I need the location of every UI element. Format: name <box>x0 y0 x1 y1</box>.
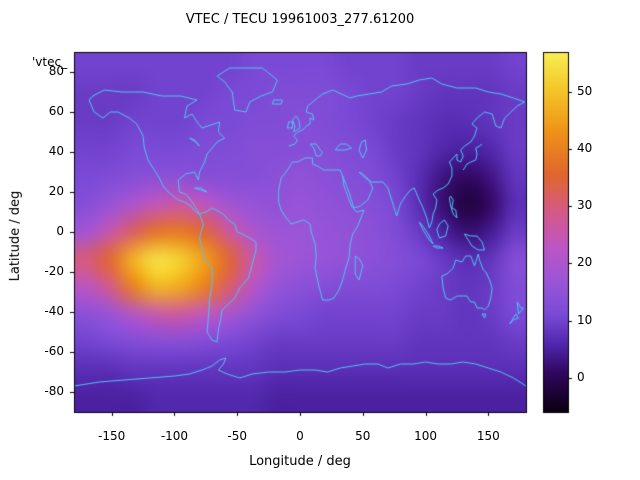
colorbar-tick-label: 0 <box>577 369 585 384</box>
x-tick-label: 100 <box>414 429 437 443</box>
y-tick-label: 60 <box>48 104 64 118</box>
colorbar-tick-label: 30 <box>577 198 593 213</box>
x-axis-label: Longitude / deg <box>249 454 351 469</box>
x-tick-label: 150 <box>476 429 500 443</box>
y-tick-label: -40 <box>44 304 64 318</box>
x-tick-label: -50 <box>227 429 248 443</box>
y-tick-label: -80 <box>44 384 64 398</box>
colorbar-tick-label: 20 <box>577 255 593 270</box>
x-tick-label: 0 <box>296 429 304 443</box>
colorbar-tick-label: 40 <box>577 141 593 156</box>
x-tick-label: -100 <box>160 429 189 443</box>
y-tick-label: 40 <box>48 144 64 158</box>
x-tick-label: 50 <box>355 429 371 443</box>
chart-title: VTEC / TECU 19961003_277.61200 <box>185 12 415 27</box>
y-tick-label: -20 <box>44 264 64 278</box>
x-tick-label: -150 <box>98 429 126 443</box>
y-axis-label: Latitude / deg <box>7 190 23 282</box>
y-tick-label: -60 <box>44 344 64 358</box>
y-tick-label: 0 <box>56 224 64 238</box>
colorbar-tick-label: 10 <box>577 312 593 327</box>
y-tick-label: 80 <box>48 64 64 78</box>
key-label: 'vtec_ <box>32 55 68 69</box>
y-tick-label: 20 <box>48 184 64 198</box>
colorbar-tick-label: 50 <box>577 84 593 98</box>
